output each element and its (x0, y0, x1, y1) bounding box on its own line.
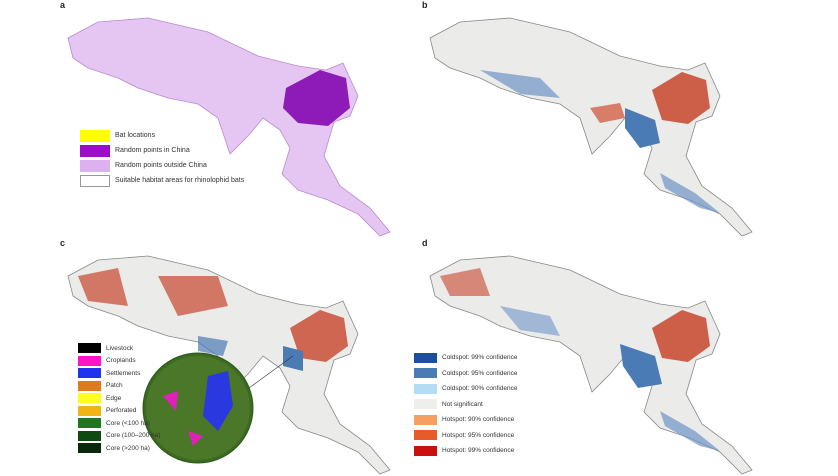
legend-item: Coldspot: 90% confidence (414, 381, 518, 397)
legend-swatch (80, 144, 110, 157)
legend-item: Bat locations (80, 128, 244, 143)
legend-swatch (80, 174, 110, 187)
legend-item: Coldspot: 95% confidence (414, 366, 518, 382)
legend-label: Coldspot: 90% confidence (442, 385, 518, 393)
legend-swatch (78, 343, 101, 354)
legend-item: Edge (78, 392, 161, 405)
legend-label: Hotspot: 95% confidence (442, 431, 515, 439)
legend-item: Random points in China (80, 143, 244, 158)
panel-label: b (422, 0, 428, 10)
legend-d: Coldspot: 99% confidence Coldspot: 95% c… (414, 350, 518, 459)
legend-item: Croplands (78, 355, 161, 368)
legend-label: Coldspot: 99% confidence (442, 354, 518, 362)
legend-swatch (414, 430, 437, 441)
panel-d: d Coldspot: 99% confidence Coldspot: 95%… (414, 238, 770, 475)
legend-item: Not significant (414, 397, 518, 413)
legend-label: Livestock (106, 344, 134, 352)
legend-item: Hotspot: 95% confidence (414, 428, 518, 444)
legend-swatch (78, 405, 101, 416)
legend-swatch (414, 383, 437, 394)
legend-label: Patch (106, 382, 123, 390)
legend-item: Core (<100 ha) (78, 417, 161, 430)
legend-swatch (414, 399, 437, 410)
hotspot-map-b (429, 17, 753, 237)
landscape-map-c (67, 255, 391, 475)
panel-b: b (420, 0, 770, 237)
legend-swatch (78, 418, 101, 429)
legend-swatch (78, 430, 101, 441)
legend-label: Random points outside China (115, 162, 207, 169)
panel-label: d (422, 238, 428, 248)
legend-swatch (80, 159, 110, 172)
legend-swatch (78, 368, 101, 379)
legend-item: Livestock (78, 342, 161, 355)
legend-label: Core (>200 ha) (106, 444, 150, 452)
legend-item: Patch (78, 380, 161, 393)
legend-item: Coldspot: 99% confidence (414, 350, 518, 366)
panel-label: c (60, 238, 66, 248)
legend-swatch (78, 443, 101, 454)
legend-swatch (78, 355, 101, 366)
legend-label: Settlements (106, 369, 141, 377)
legend-label: Perforated (106, 407, 137, 415)
panel-label: a (60, 0, 66, 10)
legend-label: Core (<100 ha) (106, 419, 150, 427)
legend-c: Livestock Croplands Settlements Patch Ed… (78, 342, 161, 455)
legend-label: Core (100–200 ha) (106, 432, 161, 440)
legend-a: Bat locations Random points in China Ran… (80, 128, 244, 188)
legend-item: Suitable habitat areas for rhinolophid b… (80, 173, 244, 188)
legend-swatch (414, 445, 437, 456)
legend-label: Not significant (442, 400, 483, 408)
legend-swatch (414, 368, 437, 379)
legend-item: Core (>200 ha) (78, 442, 161, 455)
habitat-map-a (67, 17, 391, 237)
legend-label: Coldspot: 95% confidence (442, 369, 518, 377)
panel-a: a Bat locations Random points in China R… (58, 0, 408, 237)
legend-label: Hotspot: 90% confidence (442, 416, 515, 424)
legend-item: Random points outside China (80, 158, 244, 173)
legend-label: Edge (106, 394, 122, 402)
china-points-region (283, 70, 350, 126)
legend-swatch (78, 380, 101, 391)
legend-label: Bat locations (115, 132, 156, 139)
legend-label: Random points in China (115, 147, 190, 154)
legend-swatch (414, 414, 437, 425)
legend-item: Hotspot: 90% confidence (414, 412, 518, 428)
legend-label: Suitable habitat areas for rhinolophid b… (115, 177, 245, 184)
legend-label: Hotspot: 99% confidence (442, 447, 515, 455)
panel-c: c Livestock Croplands Settlements Patch … (58, 238, 408, 475)
legend-label: Croplands (106, 357, 136, 365)
legend-item: Hotspot: 99% confidence (414, 443, 518, 459)
legend-item: Core (100–200 ha) (78, 430, 161, 443)
legend-swatch (414, 352, 437, 363)
hotspot-map-d (429, 255, 753, 475)
legend-item: Perforated (78, 405, 161, 418)
legend-swatch (78, 393, 101, 404)
legend-item: Settlements (78, 367, 161, 380)
legend-swatch (80, 129, 110, 142)
